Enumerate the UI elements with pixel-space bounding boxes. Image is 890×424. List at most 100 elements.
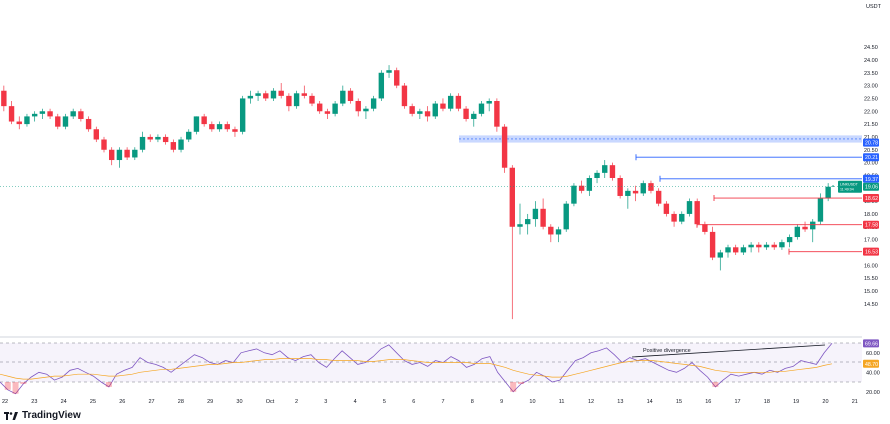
candle <box>301 85 307 99</box>
candle <box>810 219 816 243</box>
candle-body <box>671 213 677 222</box>
candle-body <box>363 108 369 112</box>
candle <box>625 188 631 209</box>
time-tick-label: 19 <box>793 399 799 405</box>
candle <box>101 136 107 153</box>
candle-body <box>232 129 238 132</box>
rsi-oversold-fill <box>12 382 19 394</box>
time-tick-label: 12 <box>588 399 594 405</box>
rsi-oversold-fill <box>712 382 719 387</box>
candle <box>324 108 331 119</box>
candle-body <box>509 167 515 227</box>
candle-body <box>810 221 816 230</box>
candle <box>39 108 46 119</box>
candle-body <box>317 103 323 112</box>
candle-body <box>586 178 593 191</box>
candle-body <box>786 237 793 243</box>
time-tick-label: 27 <box>149 399 155 405</box>
candle <box>509 165 515 320</box>
candle <box>548 224 554 243</box>
tradingview-logo[interactable]: TradingView <box>4 410 81 421</box>
price-axis[interactable]: 24.50 24.00 23.50 23.00 22.50 22.00 21.50 21.00… <box>863 45 879 308</box>
candle-body <box>548 226 554 235</box>
price-tick-label: 20.50 <box>864 148 878 154</box>
candle <box>663 201 670 217</box>
candle <box>16 116 22 130</box>
price-label: 19.37 <box>865 177 878 183</box>
candle <box>31 111 38 122</box>
candle-body <box>455 95 462 109</box>
candle-body <box>116 149 123 161</box>
candle <box>255 90 261 101</box>
candle-body <box>525 219 531 225</box>
price-tick-label: 17.00 <box>864 238 878 244</box>
candle <box>501 124 508 173</box>
time-tick-label: 21 <box>852 399 858 405</box>
candle <box>232 126 238 137</box>
candle-body <box>632 190 639 194</box>
candle-body <box>617 178 623 196</box>
candle <box>270 88 277 101</box>
candle <box>786 234 793 248</box>
candle-body <box>193 116 200 132</box>
time-tick-label: 11 <box>559 399 565 405</box>
candle <box>224 121 230 132</box>
rsi-label-box <box>863 359 879 368</box>
candle-body <box>686 201 693 214</box>
candle <box>563 201 569 232</box>
candle-body <box>70 111 76 117</box>
candle-body <box>578 185 585 191</box>
candle <box>440 98 446 112</box>
candle-body <box>463 108 469 119</box>
candle <box>586 175 593 196</box>
candle-body <box>109 149 115 161</box>
candle <box>648 180 654 194</box>
candle <box>771 242 777 250</box>
rsi-pane[interactable]: Positive divergence <box>0 342 862 395</box>
candle-body <box>263 93 269 99</box>
price-label-box <box>863 174 879 183</box>
candle <box>817 193 824 225</box>
rsi-label: 48.70 <box>865 362 878 368</box>
time-tick-label: 16 <box>705 399 711 405</box>
candle-body <box>702 224 708 232</box>
candle-body <box>170 142 177 150</box>
candle-body <box>779 242 785 248</box>
candle <box>409 103 415 117</box>
candle-body <box>155 136 161 140</box>
candle <box>85 116 92 132</box>
time-tick-label: 6 <box>412 399 415 405</box>
candle <box>132 147 138 161</box>
candle <box>417 108 423 119</box>
candle-body <box>825 186 831 199</box>
candle <box>263 90 269 101</box>
rsi-axis[interactable]: 60.00 40.00 20.00 69.66 48.70 <box>863 339 880 396</box>
candle-body <box>756 244 762 248</box>
candle-body <box>386 70 392 73</box>
time-tick-label: 15 <box>676 399 682 405</box>
time-axis[interactable]: 22 23 24 25 26 27 28 29 30 Oct 2 3 4 5 6 7 8 9 10 11 12 13 14 1… <box>2 399 858 405</box>
candle <box>378 70 385 101</box>
candle <box>532 201 539 227</box>
candle <box>170 139 177 153</box>
candle <box>455 93 462 112</box>
candle-body <box>625 190 631 196</box>
candle <box>609 162 616 181</box>
candle-body <box>501 126 508 168</box>
candle <box>632 185 639 202</box>
candle <box>70 108 76 119</box>
time-tick-label: 3 <box>324 399 327 405</box>
candle-body <box>293 93 300 107</box>
time-tick-label: 14 <box>647 399 653 405</box>
candle-body <box>440 103 446 109</box>
time-tick-label: 30 <box>236 399 242 405</box>
candle <box>494 98 500 132</box>
time-tick-label: 26 <box>119 399 125 405</box>
candle <box>55 113 61 130</box>
rsi-series-layer <box>0 343 833 395</box>
tradingview-logo-icon <box>4 411 18 420</box>
time-tick-label: 20 <box>822 399 828 405</box>
candle <box>162 134 169 145</box>
